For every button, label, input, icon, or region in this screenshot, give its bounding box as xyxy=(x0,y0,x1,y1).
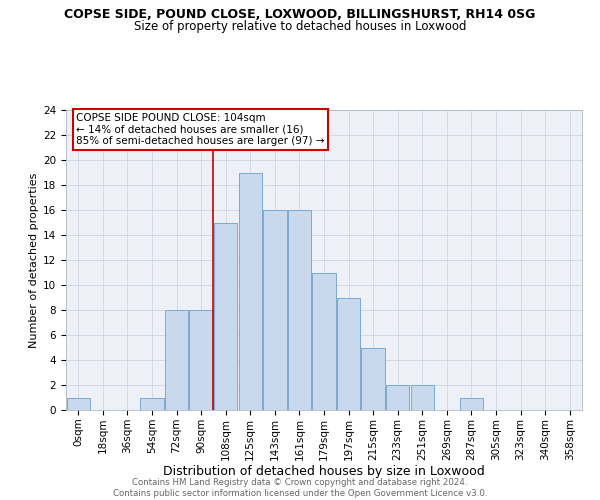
Bar xyxy=(140,398,164,410)
Bar xyxy=(337,298,360,410)
Bar xyxy=(239,172,262,410)
Bar xyxy=(460,398,483,410)
Text: Distribution of detached houses by size in Loxwood: Distribution of detached houses by size … xyxy=(163,464,485,477)
Text: COPSE SIDE POUND CLOSE: 104sqm
← 14% of detached houses are smaller (16)
85% of : COPSE SIDE POUND CLOSE: 104sqm ← 14% of … xyxy=(76,113,325,146)
Y-axis label: Number of detached properties: Number of detached properties xyxy=(29,172,39,348)
Text: Contains HM Land Registry data © Crown copyright and database right 2024.
Contai: Contains HM Land Registry data © Crown c… xyxy=(113,478,487,498)
Text: COPSE SIDE, POUND CLOSE, LOXWOOD, BILLINGSHURST, RH14 0SG: COPSE SIDE, POUND CLOSE, LOXWOOD, BILLIN… xyxy=(64,8,536,20)
Bar xyxy=(214,222,238,410)
Bar xyxy=(263,210,287,410)
Bar xyxy=(386,385,409,410)
Bar xyxy=(165,310,188,410)
Bar xyxy=(67,398,90,410)
Text: Size of property relative to detached houses in Loxwood: Size of property relative to detached ho… xyxy=(134,20,466,33)
Bar xyxy=(410,385,434,410)
Bar xyxy=(361,348,385,410)
Bar xyxy=(288,210,311,410)
Bar xyxy=(313,272,335,410)
Bar xyxy=(190,310,213,410)
